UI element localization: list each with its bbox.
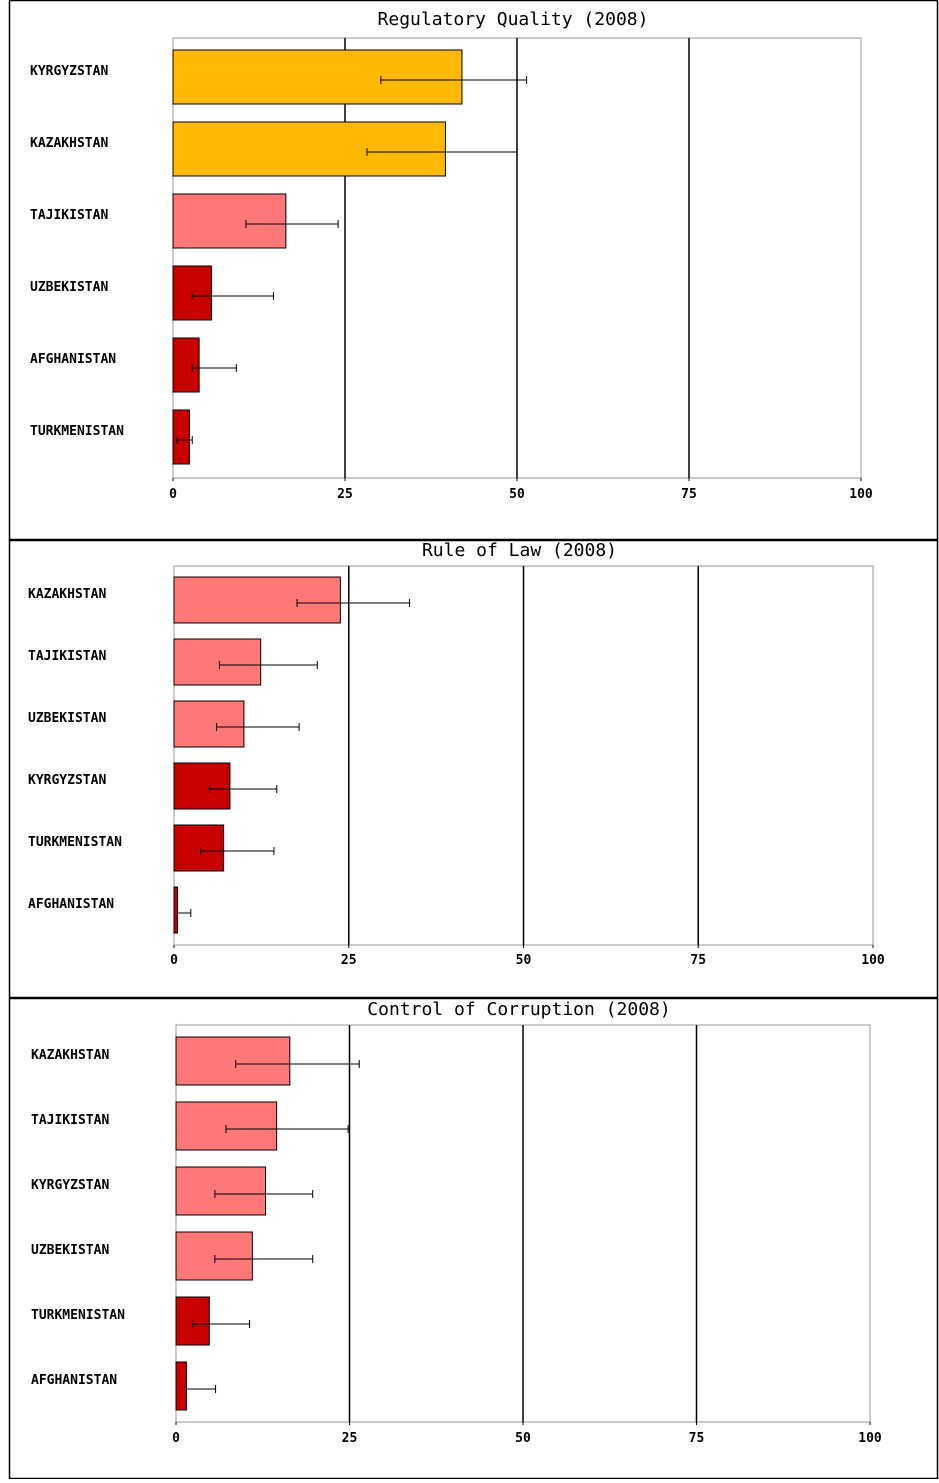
x-tick-label: 25 (342, 1431, 358, 1446)
bar (173, 762, 231, 810)
category-label: TAJIKISTAN (31, 1113, 109, 1128)
category-label: KYRGYZSTAN (30, 64, 108, 79)
x-tick-label: 0 (169, 487, 177, 502)
category-label: UZBEKISTAN (28, 711, 106, 726)
chart-panel-2: 0 25 50 75 100 Rule of Law (2008) KAZAKHSTAN TA… (8, 539, 939, 999)
bar (172, 409, 191, 465)
category-label: KAZAKHSTAN (28, 587, 106, 602)
bar (175, 1361, 187, 1411)
x-tick-label: 100 (861, 953, 885, 968)
bar (175, 1231, 253, 1281)
category-label: AFGHANISTAN (30, 352, 116, 367)
category-label: AFGHANISTAN (31, 1373, 117, 1388)
x-tick-label: 0 (172, 1431, 180, 1446)
x-tick-label: 100 (849, 487, 873, 502)
x-tick-label: 75 (681, 487, 697, 502)
x-tick-label: 50 (509, 487, 525, 502)
category-label: KAZAKHSTAN (31, 1048, 109, 1063)
x-tick-label: 25 (341, 953, 357, 968)
chart-panel-1: 0 25 50 75 100 Regulatory Quality (2008) KYRGY… (8, 0, 939, 541)
bar (173, 576, 341, 624)
x-tick-label: 100 (858, 1431, 882, 1446)
category-label: TURKMENISTAN (28, 835, 122, 850)
bar (173, 824, 225, 872)
x-tick-label: 75 (690, 953, 706, 968)
category-label: UZBEKISTAN (30, 280, 108, 295)
category-label: TAJIKISTAN (28, 649, 106, 664)
x-tick-label: 0 (170, 953, 178, 968)
category-label: KYRGYZSTAN (28, 773, 106, 788)
bar (173, 886, 178, 934)
bar (172, 337, 200, 393)
chart-title: Control of Corruption (2008) (367, 999, 670, 1020)
bar (172, 121, 446, 177)
x-tick-label: 75 (689, 1431, 705, 1446)
x-tick-label: 50 (515, 1431, 531, 1446)
category-label: TURKMENISTAN (31, 1308, 125, 1323)
bar (175, 1166, 267, 1216)
x-tick-label: 50 (516, 953, 532, 968)
bar (172, 49, 463, 105)
bar (173, 638, 262, 686)
category-label: AFGHANISTAN (28, 897, 114, 912)
chart-panel-3: 0 25 50 75 100 Control of Corruption (2008) KA… (8, 997, 939, 1480)
chart-title: Rule of Law (2008) (422, 540, 617, 561)
chart-title: Regulatory Quality (2008) (378, 9, 649, 30)
category-label: TAJIKISTAN (30, 208, 108, 223)
category-label: UZBEKISTAN (31, 1243, 109, 1258)
bar (175, 1036, 291, 1086)
category-label: TURKMENISTAN (30, 424, 124, 439)
x-tick-label: 25 (337, 487, 353, 502)
bar (173, 700, 245, 748)
category-label: KYRGYZSTAN (31, 1178, 109, 1193)
bar (172, 193, 287, 249)
category-label: KAZAKHSTAN (30, 136, 108, 151)
